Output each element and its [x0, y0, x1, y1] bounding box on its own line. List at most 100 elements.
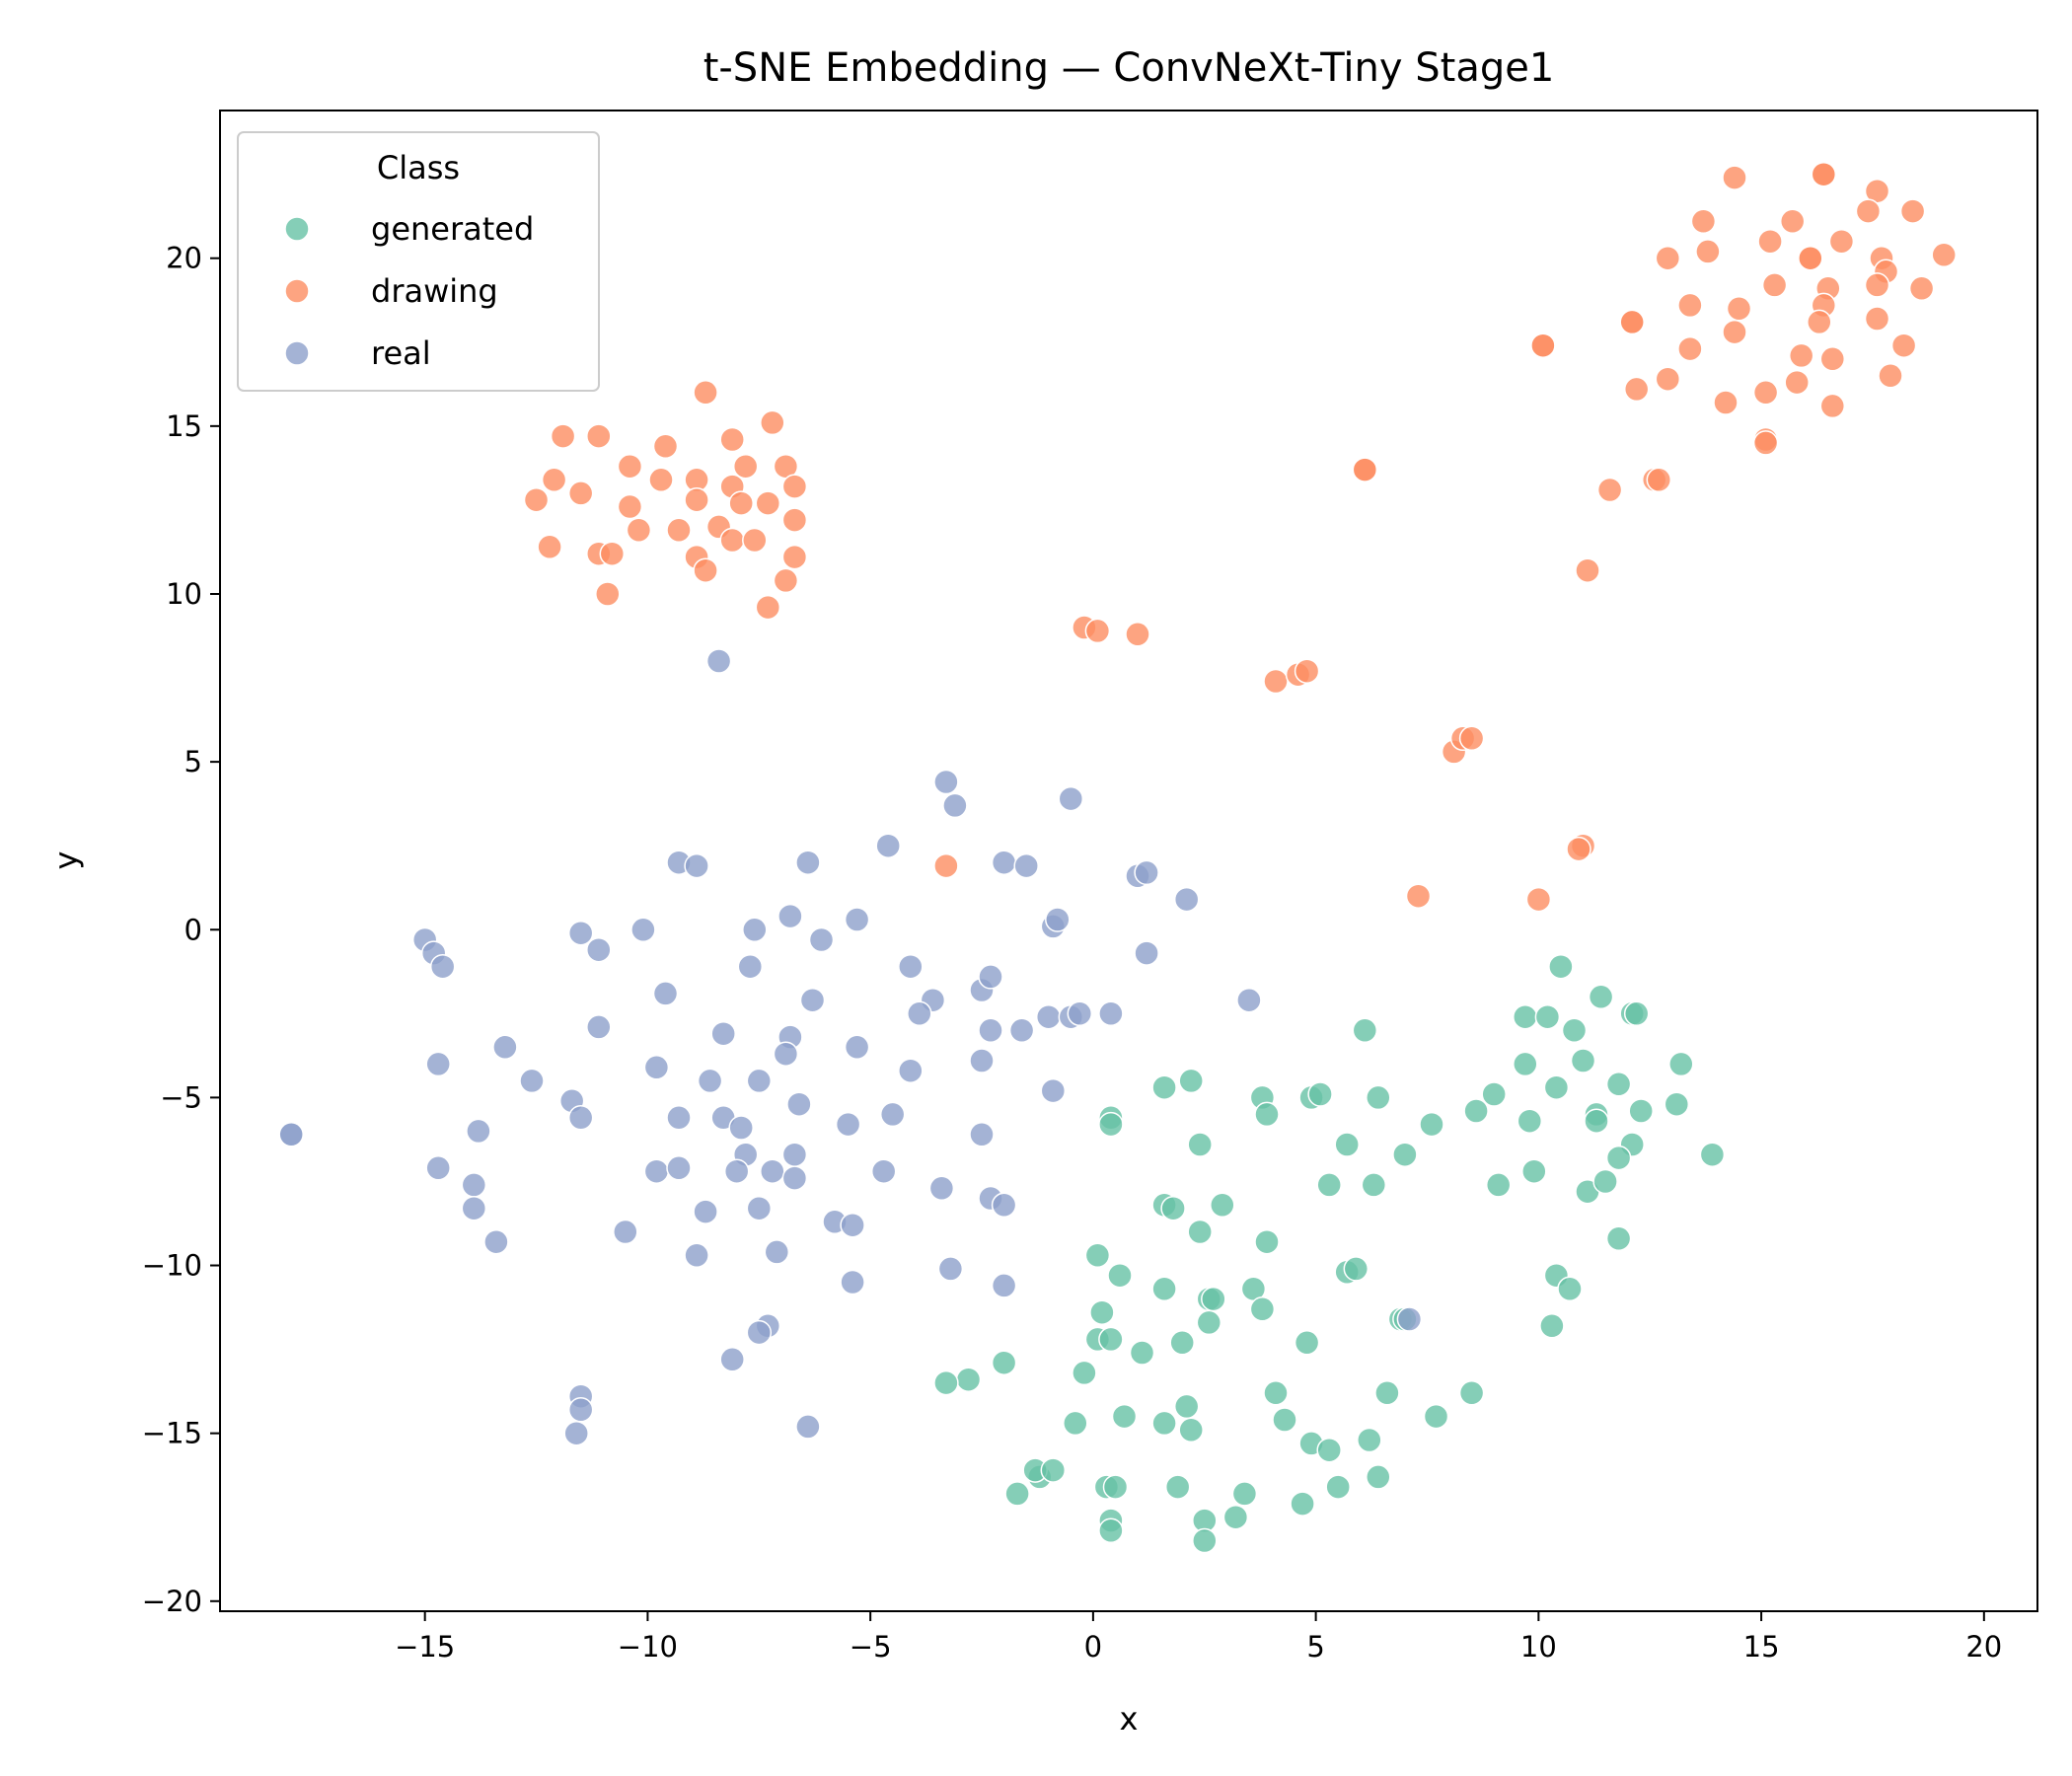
data-point-drawing — [1655, 245, 1681, 271]
x-tick-label: 0 — [1084, 1630, 1102, 1664]
data-point-generated — [1072, 1360, 1097, 1386]
legend-items: generated drawing real — [284, 210, 534, 372]
data-point-real — [278, 1122, 304, 1147]
data-point-real — [760, 1158, 785, 1184]
data-point-generated — [991, 1350, 1017, 1375]
plot-frame — [219, 110, 2038, 1612]
data-point-drawing — [1819, 393, 1846, 419]
data-point-real — [835, 1111, 861, 1138]
data-point-real — [840, 1269, 865, 1295]
data-point-generated — [1178, 1068, 1204, 1094]
data-point-drawing — [684, 486, 709, 513]
data-point-drawing — [1690, 208, 1717, 235]
x-tick-label: 5 — [1306, 1630, 1324, 1664]
data-point-real — [630, 917, 656, 943]
legend-marker-generated — [284, 216, 310, 242]
data-point-drawing — [1655, 366, 1681, 392]
data-point-real — [808, 926, 835, 953]
data-point-generated — [1517, 1108, 1543, 1134]
data-point-generated — [1222, 1504, 1249, 1530]
data-point-drawing — [1779, 208, 1806, 235]
data-point-real — [567, 1105, 594, 1131]
data-point-real — [613, 1219, 638, 1245]
data-point-real — [781, 1142, 808, 1167]
data-point-generated — [1352, 1017, 1378, 1044]
data-point-drawing — [586, 423, 612, 449]
legend-label-generated: generated — [371, 210, 534, 248]
x-tick-label: 10 — [1520, 1630, 1557, 1664]
data-point-real — [907, 1000, 932, 1027]
data-point-drawing — [541, 467, 567, 493]
data-point-generated — [1392, 1142, 1418, 1167]
data-point-drawing — [1677, 292, 1703, 319]
data-point-generated — [1592, 1168, 1618, 1195]
data-point-real — [586, 1014, 612, 1040]
points-layer — [278, 161, 1957, 1554]
data-point-real — [563, 1420, 589, 1446]
data-point-generated — [1272, 1407, 1297, 1433]
data-point-drawing — [755, 490, 781, 516]
y-tick-label: −15 — [142, 1417, 202, 1450]
data-point-generated — [1192, 1527, 1218, 1554]
data-point-real — [1067, 1000, 1093, 1027]
data-point-generated — [1316, 1172, 1342, 1198]
data-point-drawing — [693, 557, 718, 583]
data-point-generated — [1173, 1393, 1200, 1420]
data-point-drawing — [1807, 309, 1832, 335]
data-point-drawing — [1788, 342, 1814, 369]
data-point-generated — [1290, 1491, 1315, 1517]
data-point-generated — [1605, 1145, 1632, 1171]
data-point-drawing — [1811, 161, 1837, 187]
data-point-generated — [1040, 1457, 1067, 1483]
data-point-real — [567, 920, 594, 946]
data-point-generated — [1307, 1081, 1333, 1107]
y-tick-label: −20 — [142, 1585, 202, 1618]
chart-title: t-SNE Embedding — ConvNeXt-Tiny Stage1 — [703, 45, 1555, 91]
data-point-generated — [1201, 1286, 1226, 1312]
data-point-generated — [1458, 1380, 1485, 1406]
data-point-drawing — [1677, 335, 1703, 362]
data-point-real — [586, 936, 612, 963]
data-point-generated — [1623, 1000, 1650, 1027]
y-tick-label: 0 — [185, 913, 202, 946]
data-point-generated — [1570, 1048, 1596, 1073]
data-point-real — [942, 792, 968, 819]
data-point-real — [705, 648, 732, 674]
data-point-generated — [1419, 1111, 1444, 1138]
data-point-generated — [1534, 1003, 1561, 1030]
data-point-generated — [1485, 1172, 1512, 1198]
data-point-real — [898, 953, 924, 980]
data-point-real — [978, 964, 1003, 990]
data-point-real — [429, 953, 456, 980]
data-point-real — [844, 1034, 870, 1061]
data-point-real — [795, 850, 821, 875]
data-point-real — [643, 1055, 670, 1080]
data-point-drawing — [1819, 346, 1846, 372]
data-point-generated — [1334, 1132, 1360, 1157]
data-point-real — [728, 1115, 754, 1141]
data-point-drawing — [1761, 272, 1788, 298]
data-point-drawing — [1752, 430, 1779, 456]
data-point-drawing — [1864, 272, 1890, 298]
legend-label-drawing: drawing — [371, 272, 498, 310]
data-point-real — [933, 769, 959, 795]
data-point-generated — [1361, 1172, 1387, 1198]
data-point-real — [461, 1172, 487, 1198]
data-point-drawing — [742, 527, 768, 554]
data-point-real — [483, 1228, 509, 1255]
data-point-generated — [1151, 1276, 1177, 1302]
data-point-generated — [1423, 1403, 1449, 1430]
data-point-real — [461, 1195, 487, 1221]
data-point-drawing — [617, 453, 643, 480]
data-point-drawing — [1596, 477, 1623, 503]
data-point-real — [666, 1155, 692, 1181]
data-point-generated — [1374, 1380, 1400, 1406]
data-point-real — [991, 1273, 1017, 1298]
data-point-generated — [1111, 1403, 1138, 1430]
data-point-real — [567, 1397, 594, 1423]
data-point-drawing — [773, 567, 799, 594]
data-point-real — [1045, 907, 1071, 932]
data-point-real — [781, 1165, 808, 1191]
data-point-real — [991, 1192, 1017, 1219]
x-tick-label: −15 — [395, 1630, 455, 1664]
